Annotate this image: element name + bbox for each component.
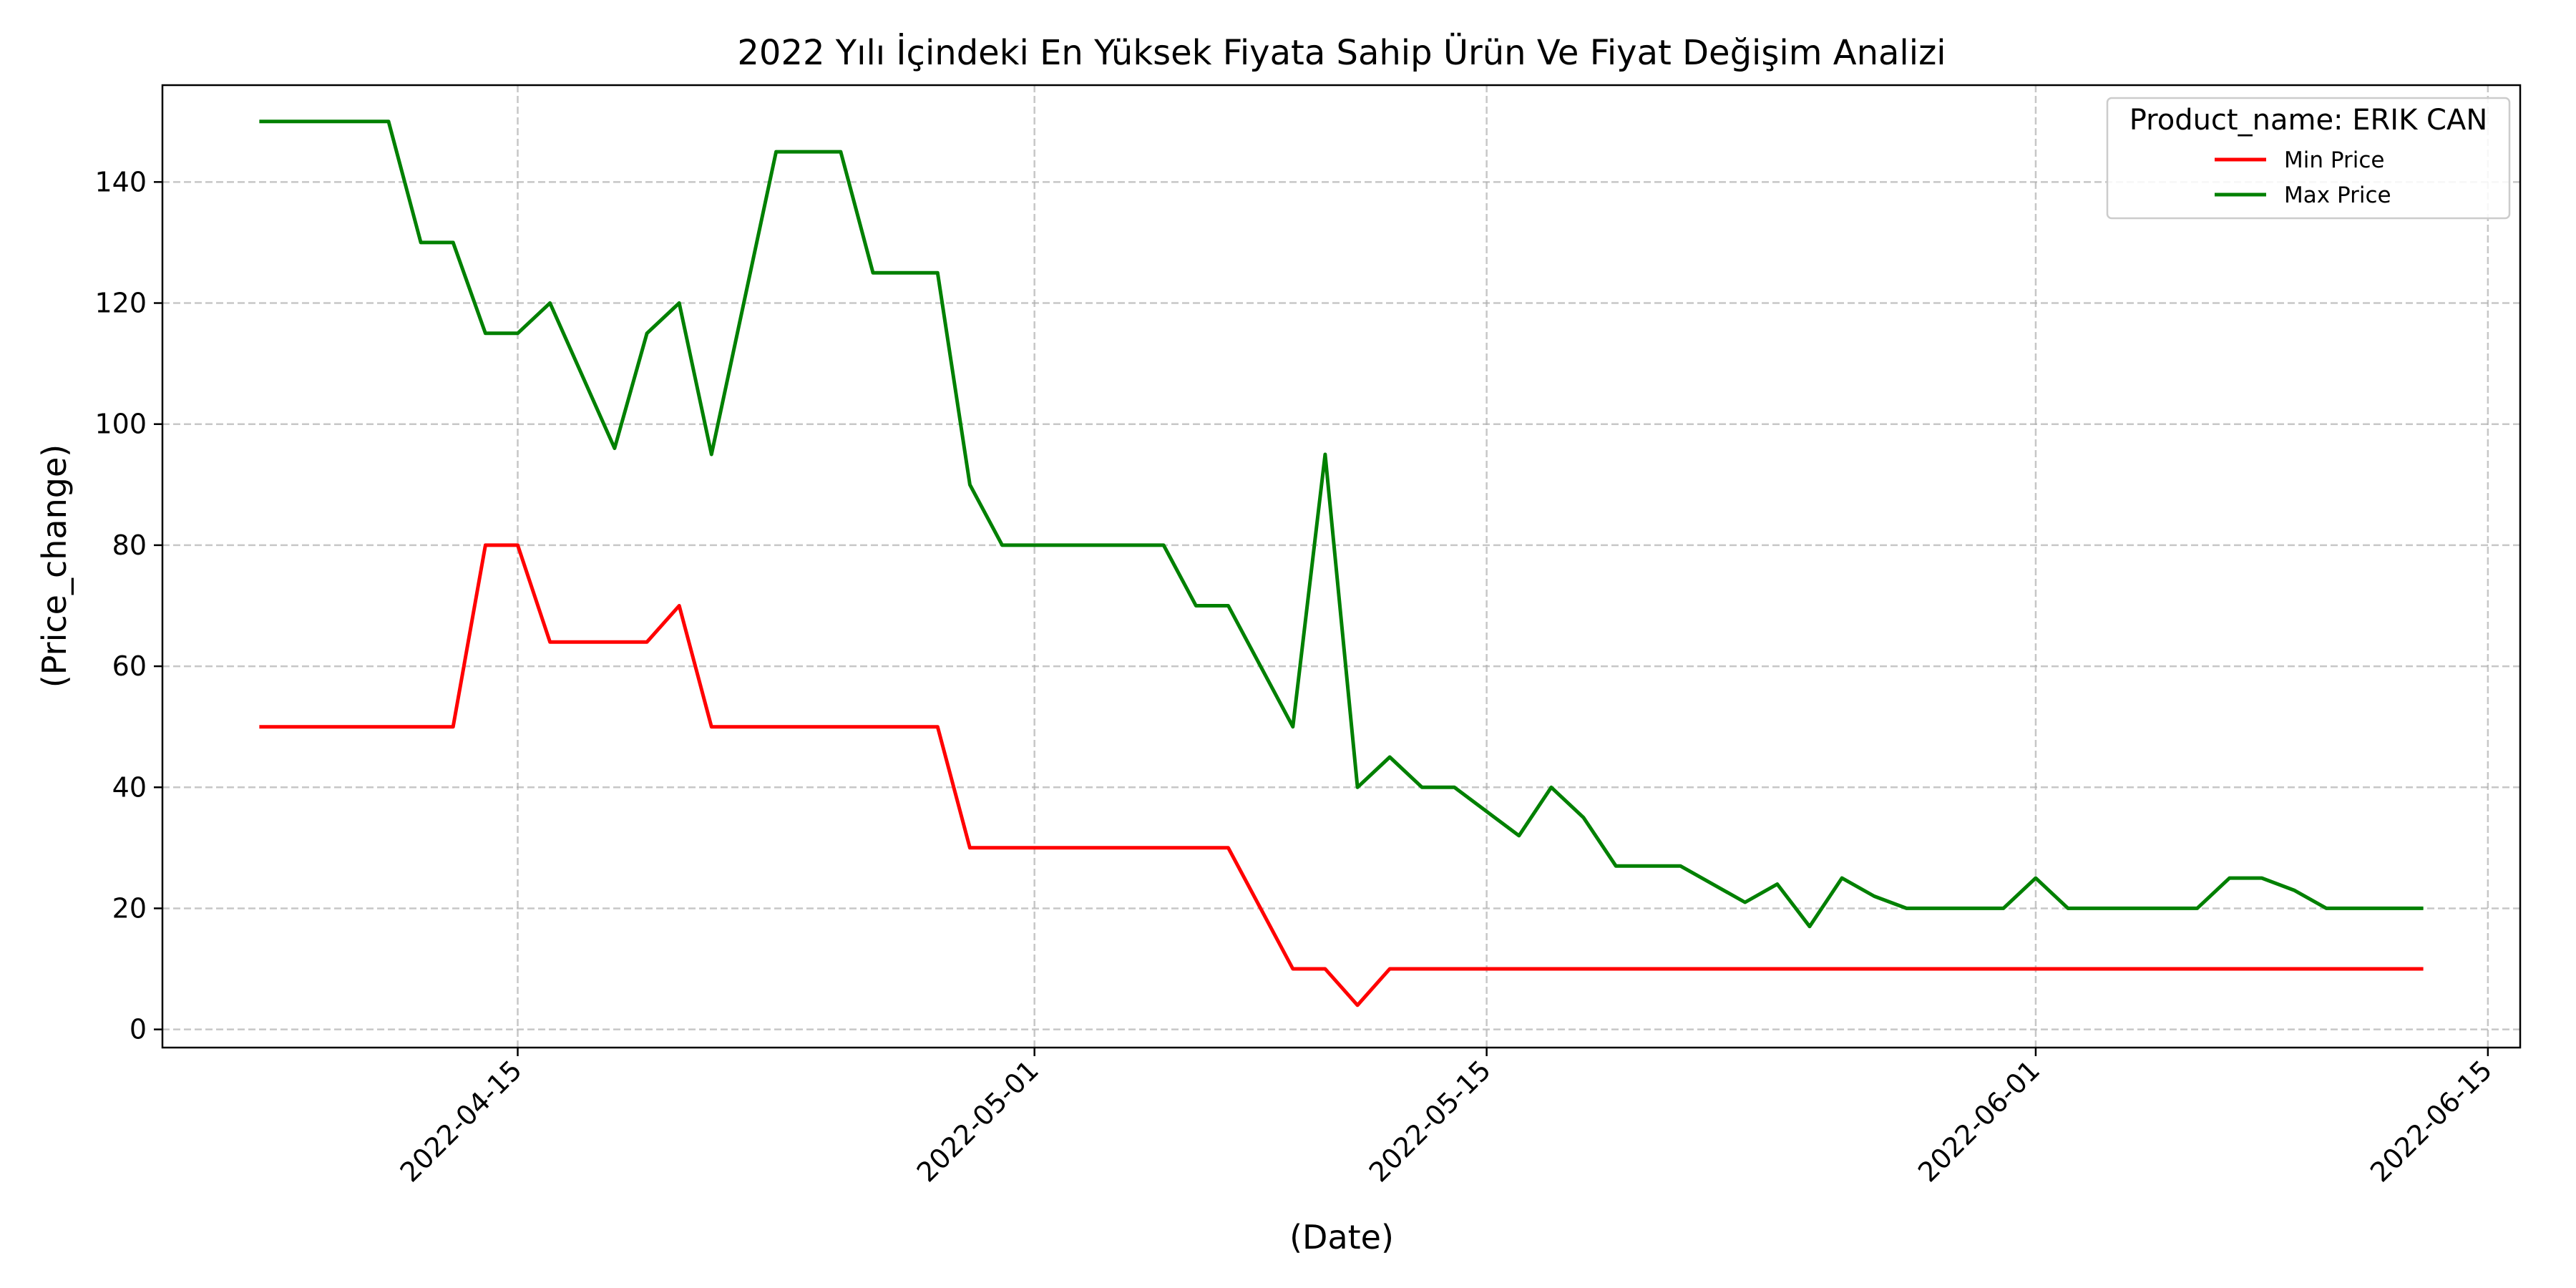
y-tick-label: 0 xyxy=(130,1014,147,1045)
y-tick-label: 20 xyxy=(112,892,147,924)
legend-label-max-price: Max Price xyxy=(2284,182,2391,208)
x-axis-title: (Date) xyxy=(1289,1218,1394,1257)
series-line-min-price xyxy=(259,543,2424,1008)
legend-title: Product_name: ERIK CAN xyxy=(2129,104,2488,137)
y-tick-label: 80 xyxy=(112,530,147,561)
legend-label-min-price: Min Price xyxy=(2284,147,2384,173)
chart-title: 2022 Yılı İçindeki En Yüksek Fiyata Sahi… xyxy=(737,33,1946,73)
legend: Product_name: ERIK CAN Min Price Max Pri… xyxy=(2106,97,2511,220)
legend-box xyxy=(2106,97,2511,220)
series-lines xyxy=(259,119,2424,1008)
y-axis-title: (Price_change) xyxy=(35,444,74,688)
y-tick-label: 40 xyxy=(112,771,147,803)
y-tick-label: 140 xyxy=(94,166,147,197)
series-line-max-price xyxy=(259,119,2424,929)
y-tick-label: 60 xyxy=(112,650,147,682)
y-tick-label: 100 xyxy=(94,409,147,440)
plot-area-frame xyxy=(161,84,2522,1049)
y-tick-label: 120 xyxy=(94,288,147,319)
